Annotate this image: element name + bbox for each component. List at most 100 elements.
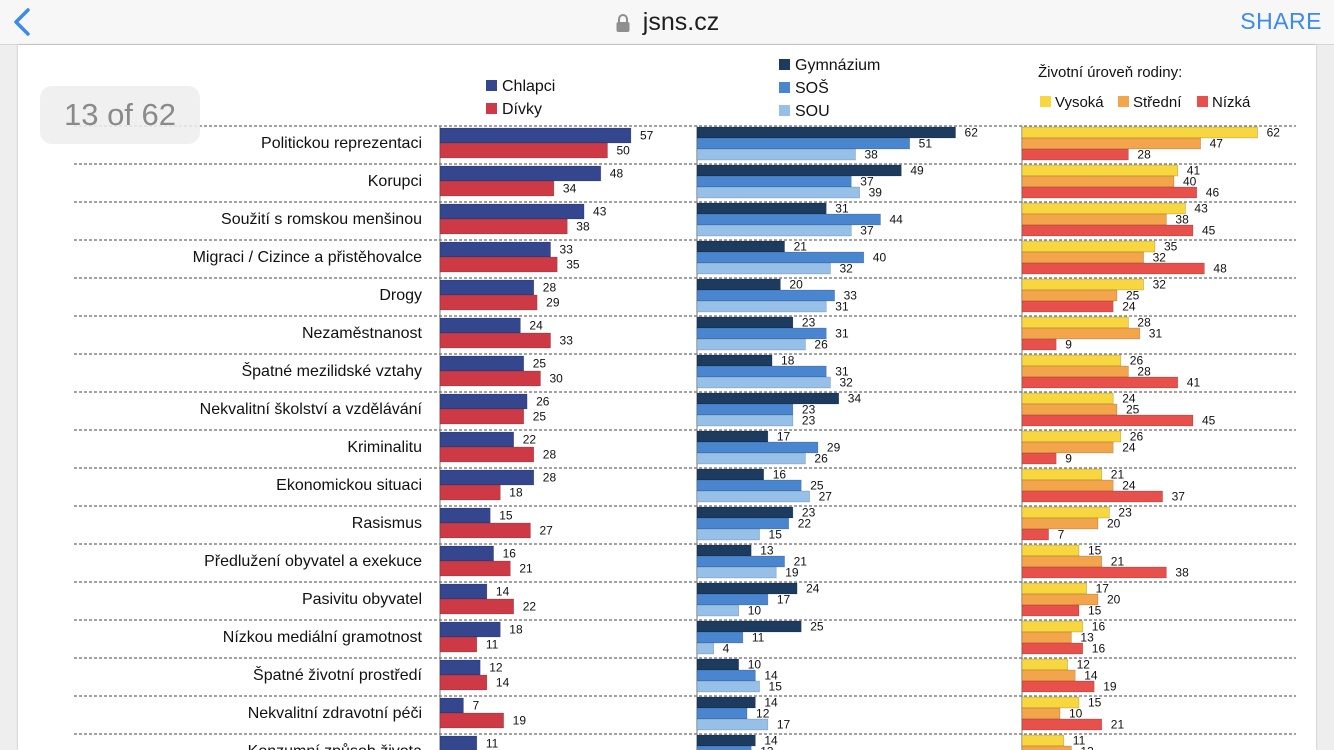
bar-gymnazium-9 xyxy=(696,430,769,443)
bar-divky-4 xyxy=(439,256,558,273)
bar-sou-8 xyxy=(696,414,794,427)
value-label-stredni-13: 20 xyxy=(1107,593,1121,607)
bar-stredni-6 xyxy=(1021,327,1141,340)
address-field[interactable]: jsns.cz xyxy=(615,0,719,44)
category-label-nekvalitni-zdravotni-peci: Nekvalitní zdravotní péči xyxy=(248,705,422,722)
bar-sou-16 xyxy=(696,718,769,731)
value-label-stredni-8: 25 xyxy=(1126,403,1140,417)
value-label-sou-10: 27 xyxy=(819,490,833,504)
value-label-divky-3: 38 xyxy=(576,220,590,234)
value-label-divky-8: 25 xyxy=(533,410,547,424)
bar-chlapci-8 xyxy=(439,393,528,410)
value-label-vysoka-1: 62 xyxy=(1267,126,1281,140)
legend-swatch-stredni xyxy=(1118,96,1129,107)
share-button[interactable]: SHARE xyxy=(1240,8,1322,34)
bar-stredni-1 xyxy=(1021,137,1201,150)
category-label-rasismus: Rasismus xyxy=(352,515,422,532)
bar-sos-2 xyxy=(696,175,852,188)
back-button[interactable] xyxy=(8,4,40,40)
value-label-vysoka-2: 41 xyxy=(1187,164,1201,178)
legend-label-vysoka: Vysoká xyxy=(1055,94,1104,111)
bar-chlapci-9 xyxy=(439,431,514,448)
bar-stredni-8 xyxy=(1021,403,1118,416)
bar-gymnazium-7 xyxy=(696,354,773,367)
bar-vysoka-13 xyxy=(1021,582,1087,595)
bar-stredni-12 xyxy=(1021,555,1103,568)
bar-gymnazium-16 xyxy=(696,696,756,709)
bar-sos-16 xyxy=(696,707,748,720)
value-label-nizka-5: 24 xyxy=(1122,300,1136,314)
value-label-chlapci-15: 12 xyxy=(489,661,503,675)
value-label-sou-16: 17 xyxy=(777,718,791,732)
value-label-sou-6: 26 xyxy=(814,338,828,352)
value-label-divky-16: 19 xyxy=(513,714,527,728)
page-indicator: 13 of 62 xyxy=(40,86,200,144)
value-label-gymnazium-14: 25 xyxy=(810,620,824,634)
bar-stredni-14 xyxy=(1021,631,1072,644)
legend-swatch-chlapci xyxy=(486,80,497,91)
bar-nizka-11 xyxy=(1021,528,1049,541)
category-label-drogy: Drogy xyxy=(379,287,422,304)
value-label-stredni-5: 25 xyxy=(1126,289,1140,303)
bar-sou-11 xyxy=(696,528,760,541)
value-label-chlapci-10: 28 xyxy=(543,471,557,485)
value-label-vysoka-11: 23 xyxy=(1118,506,1132,520)
value-label-sou-8: 23 xyxy=(802,414,816,428)
category-label-predluzeni-obyvatel-a-exekuce: Předlužení obyvatel a exekuce xyxy=(204,553,422,570)
bar-divky-14 xyxy=(439,636,478,653)
value-label-divky-5: 29 xyxy=(546,296,560,310)
bar-chlapci-6 xyxy=(439,317,521,334)
category-label-ekonomickou-situaci: Ekonomickou situaci xyxy=(276,477,422,494)
bar-vysoka-11 xyxy=(1021,506,1110,519)
value-label-vysoka-7: 26 xyxy=(1130,354,1144,368)
address-bar: jsns.cz xyxy=(0,0,1334,44)
value-label-nizka-8: 45 xyxy=(1202,414,1216,428)
value-label-stredni-12: 21 xyxy=(1111,555,1125,569)
bar-divky-8 xyxy=(439,408,525,425)
value-label-vysoka-12: 15 xyxy=(1088,544,1102,558)
url-text: jsns.cz xyxy=(642,7,720,36)
value-label-vysoka-8: 24 xyxy=(1122,392,1136,406)
bar-stredni-7 xyxy=(1021,365,1129,378)
value-label-divky-6: 33 xyxy=(560,334,574,348)
category-label-souziti-s-romskou-mensinou: Soužití s romskou menšinou xyxy=(221,211,422,228)
value-label-sos-2: 37 xyxy=(860,175,874,189)
value-label-stredni-9: 24 xyxy=(1122,441,1136,455)
value-label-nizka-6: 9 xyxy=(1065,338,1072,352)
bar-gymnazium-4 xyxy=(696,240,785,253)
value-label-chlapci-6: 24 xyxy=(529,319,543,333)
value-label-stredni-4: 32 xyxy=(1153,251,1167,265)
bar-sos-10 xyxy=(696,479,802,492)
value-label-chlapci-1: 57 xyxy=(640,129,654,143)
legend-swatch-vysoka xyxy=(1040,96,1051,107)
value-label-sos-1: 51 xyxy=(919,137,933,151)
value-label-sou-9: 26 xyxy=(814,452,828,466)
value-label-gymnazium-7: 18 xyxy=(781,354,795,368)
bar-sou-4 xyxy=(696,262,831,275)
value-label-divky-1: 50 xyxy=(617,144,631,158)
bar-vysoka-8 xyxy=(1021,392,1114,405)
legend-label-chlapci: Chlapci xyxy=(502,78,555,95)
value-label-gymnazium-8: 34 xyxy=(848,392,862,406)
bar-nizka-14 xyxy=(1021,642,1084,655)
legend-label-nizka: Nízká xyxy=(1212,94,1251,111)
bar-gymnazium-3 xyxy=(696,202,827,215)
category-label-kriminalitu: Kriminalitu xyxy=(347,439,422,456)
value-label-stredni-15: 14 xyxy=(1084,669,1098,683)
bar-gymnazium-17 xyxy=(696,734,756,747)
category-label-nezamestnanost: Nezaměstnanost xyxy=(302,325,423,342)
bar-nizka-8 xyxy=(1021,414,1194,427)
value-label-sos-16: 12 xyxy=(756,707,770,721)
bar-stredni-17 xyxy=(1021,745,1072,750)
bar-sos-6 xyxy=(696,327,827,340)
value-label-sou-14: 4 xyxy=(723,642,730,656)
value-label-gymnazium-4: 21 xyxy=(794,240,808,254)
value-label-nizka-7: 41 xyxy=(1187,376,1201,390)
value-label-sou-13: 10 xyxy=(748,604,762,618)
value-label-stredni-14: 13 xyxy=(1080,631,1094,645)
legend-swatch-divky xyxy=(486,103,497,114)
value-label-stredni-3: 38 xyxy=(1175,213,1189,227)
bar-vysoka-7 xyxy=(1021,354,1122,367)
bar-vysoka-2 xyxy=(1021,164,1179,177)
